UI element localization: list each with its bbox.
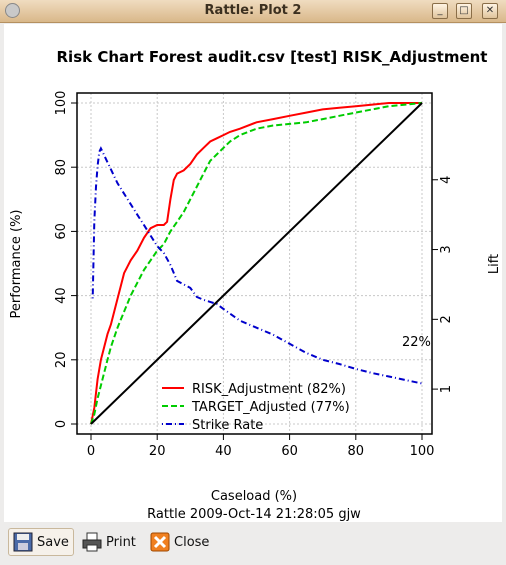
end-value-label: 22% — [402, 335, 431, 350]
x-tick-label-2: 40 — [215, 444, 232, 459]
legend-label-1: TARGET_Adjusted (77%) — [191, 400, 350, 415]
grid — [77, 93, 432, 434]
series-line-2 — [91, 146, 423, 385]
series-layer — [90, 102, 423, 425]
y-tick-label-5: 100 — [54, 91, 69, 116]
chart-subtitle: Rattle 2009-Oct-14 21:28:05 gjw — [147, 507, 361, 522]
y2-tick-label-1: 2 — [439, 315, 454, 323]
title-bar[interactable]: Rattle: Plot 2 _ □ ✕ — [0, 0, 506, 23]
x-axis-label: Caseload (%) — [211, 489, 297, 504]
maximize-button[interactable]: □ — [456, 3, 472, 19]
save-label: Save — [37, 534, 69, 550]
close-window-button[interactable]: ✕ — [482, 3, 498, 19]
y-axis-label: Performance (%) — [9, 209, 24, 318]
button-bar: Save Print Close — [0, 524, 506, 565]
plot-frame — [76, 92, 433, 435]
floppy-disk-icon — [13, 532, 33, 552]
axes: 0 20 40 60 80 100 0 20 40 60 80 100 1 2 3 4 — [54, 91, 454, 459]
y-tick-label-3: 60 — [54, 223, 69, 240]
legend-label-2: Strike Rate — [192, 418, 263, 433]
y-tick-label-4: 80 — [54, 159, 69, 176]
print-label: Print — [106, 534, 136, 550]
printer-icon — [82, 532, 102, 552]
close-x-icon — [150, 532, 170, 552]
print-button[interactable]: Print — [78, 528, 140, 556]
minimize-button[interactable]: _ — [432, 3, 448, 19]
x-tick-label-5: 100 — [410, 444, 435, 459]
save-button[interactable]: Save — [8, 528, 74, 556]
y2-axis-label: Lift — [487, 254, 502, 274]
close-label: Close — [174, 534, 210, 550]
legend: RISK_Adjustment (82%) TARGET_Adjusted (77… — [162, 382, 350, 433]
x-tick-label-1: 20 — [149, 444, 166, 459]
app-icon[interactable] — [5, 3, 20, 18]
y2-tick-label-3: 4 — [439, 176, 454, 184]
y-tick-label-2: 40 — [54, 287, 69, 304]
close-button[interactable]: Close — [146, 528, 213, 556]
chart-title: Risk Chart Forest audit.csv [test] RISK_… — [57, 48, 488, 66]
x-tick-label-3: 60 — [281, 444, 298, 459]
legend-label-0: RISK_Adjustment (82%) — [192, 382, 346, 397]
window-title: Rattle: Plot 2 — [204, 3, 302, 18]
series-line-0 — [90, 102, 422, 425]
plot-canvas: 0 20 40 60 80 100 0 20 40 60 80 100 1 2 3 4 Risk Chart … — [4, 24, 502, 522]
y2-tick-label-2: 3 — [439, 245, 454, 253]
y2-tick-label-0: 1 — [439, 385, 454, 393]
risk-chart: 0 20 40 60 80 100 0 20 40 60 80 100 1 2 3 4 Risk Chart … — [9, 48, 502, 522]
x-tick-label-0: 0 — [87, 444, 95, 459]
baseline-diagonal — [90, 102, 423, 425]
series-line-1 — [90, 102, 423, 425]
x-tick-label-4: 80 — [348, 444, 365, 459]
y-tick-label-1: 20 — [54, 352, 69, 369]
y-tick-label-0: 0 — [54, 420, 69, 428]
